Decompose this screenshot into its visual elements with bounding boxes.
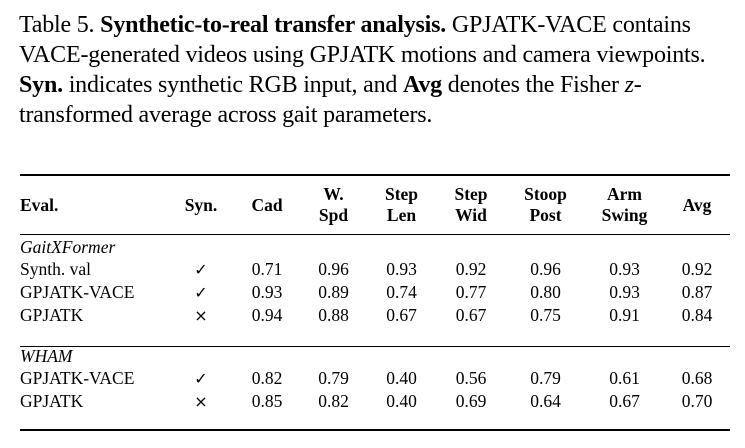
table-row: Synth. val ✓ 0.71 0.96 0.93 0.92 0.96 0.… — [20, 258, 730, 281]
cell-cad: 0.71 — [251, 259, 283, 279]
header-stoop-line1: Stoop — [524, 184, 567, 204]
spacer-cell — [20, 327, 730, 343]
header-stepwid-line2: Wid — [455, 205, 487, 225]
table-group-separator — [20, 346, 730, 347]
header-walking-speed: W. Spd — [300, 176, 367, 234]
cell-steplen: 0.40 — [386, 368, 417, 388]
table-header-rule — [20, 234, 730, 235]
cell-eval: GPJATK-VACE — [20, 282, 135, 302]
caption-text-2: indicates synthetic RGB input, and — [68, 72, 398, 98]
cell-arm: 0.61 — [609, 368, 640, 388]
header-wspd-line2: Spd — [318, 205, 349, 225]
cell-steplen: 0.67 — [386, 305, 417, 325]
cell-stepwid: 0.56 — [455, 368, 487, 388]
header-arm-swing: Arm Swing — [585, 176, 664, 234]
cell-eval: Synth. val — [20, 259, 91, 279]
check-mark-icon: ✓ — [194, 260, 208, 279]
results-table: Eval. Syn. Cad W. Spd Step Len Step Wid Sto… — [20, 176, 730, 413]
caption-avg-term: Avg — [403, 72, 442, 98]
cell-cad: 0.93 — [251, 282, 283, 302]
cell-stepwid: 0.77 — [455, 282, 487, 302]
cell-cad: 0.82 — [251, 368, 283, 388]
cell-avg: 0.87 — [681, 282, 713, 302]
cell-wspd: 0.79 — [318, 368, 349, 388]
table-row: GPJATK × 0.94 0.88 0.67 0.67 0.75 0.91 0… — [20, 304, 730, 327]
cell-arm: 0.91 — [609, 305, 640, 325]
group-spacer — [20, 327, 730, 343]
cell-stepwid: 0.92 — [455, 259, 487, 279]
header-stepwid-line1: Step — [454, 184, 488, 204]
cell-wspd: 0.82 — [318, 391, 349, 411]
check-mark-icon: ✓ — [194, 283, 208, 302]
cell-stepwid: 0.69 — [455, 391, 487, 411]
table-row: GPJATK × 0.85 0.82 0.40 0.69 0.64 0.67 0… — [20, 390, 730, 413]
cell-stoop: 0.64 — [530, 391, 561, 411]
header-step-length: Step Len — [367, 176, 436, 234]
header-arm-line2: Swing — [601, 205, 648, 225]
cell-arm: 0.93 — [609, 282, 640, 302]
caption-text-3: denotes the Fisher — [447, 72, 619, 98]
table-row: GPJATK-VACE ✓ 0.93 0.89 0.74 0.77 0.80 0… — [20, 281, 730, 304]
header-steplen-line2: Len — [386, 205, 417, 225]
cell-avg: 0.92 — [681, 259, 713, 279]
cell-wspd: 0.96 — [318, 259, 349, 279]
cell-steplen: 0.40 — [386, 391, 417, 411]
group-label-gaitxformer: GaitXFormer — [20, 237, 116, 257]
cell-cad: 0.85 — [251, 391, 283, 411]
header-stoop-posture: Stoop Post — [506, 176, 585, 234]
cell-stoop: 0.79 — [530, 368, 561, 388]
cell-stepwid: 0.67 — [455, 305, 487, 325]
table-bottom-rule — [20, 429, 730, 431]
table-caption: Table 5. Synthetic-to-real transfer anal… — [19, 10, 731, 130]
cell-steplen: 0.74 — [386, 282, 417, 302]
cell-arm: 0.93 — [609, 259, 640, 279]
cell-eval: GPJATK — [20, 391, 84, 411]
header-stoop-line2: Post — [529, 205, 562, 225]
caption-syn-term: Syn. — [19, 72, 63, 98]
caption-z-symbol: z — [624, 72, 634, 98]
caption-title: Synthetic-to-real transfer analysis. — [100, 12, 447, 38]
cell-avg: 0.70 — [681, 391, 713, 411]
group-row-wham: WHAM — [20, 343, 730, 367]
caption-text-1: GPJATK-VACE contains VACE-generated vide… — [19, 12, 706, 68]
cell-arm: 0.67 — [609, 391, 640, 411]
cell-avg: 0.68 — [681, 368, 713, 388]
header-step-width: Step Wid — [436, 176, 506, 234]
cell-stoop: 0.96 — [530, 259, 561, 279]
cell-wspd: 0.88 — [318, 305, 349, 325]
cell-stoop: 0.75 — [530, 305, 561, 325]
header-row: Eval. Syn. Cad W. Spd Step Len Step Wid Sto… — [20, 176, 730, 234]
check-mark-icon: ✓ — [194, 369, 208, 388]
header-avg: Avg — [682, 194, 712, 215]
group-row-gaitxformer: GaitXFormer — [20, 234, 730, 258]
group-label-wham: WHAM — [20, 346, 73, 366]
cell-eval: GPJATK-VACE — [20, 368, 135, 388]
cell-stoop: 0.80 — [530, 282, 561, 302]
header-cad: Cad — [251, 194, 283, 215]
header-eval: Eval. — [20, 194, 59, 215]
header-wspd-line1: W. — [323, 184, 344, 204]
caption-text-4: -transformed average across gait paramet… — [19, 72, 642, 128]
table-row: GPJATK-VACE ✓ 0.82 0.79 0.40 0.56 0.79 0… — [20, 367, 730, 390]
cell-cad: 0.94 — [251, 305, 283, 325]
table-top-rule — [20, 174, 730, 176]
cell-eval: GPJATK — [20, 305, 84, 325]
header-steplen-line1: Step — [384, 184, 419, 204]
caption-prefix: Table 5. — [19, 12, 95, 38]
cell-steplen: 0.93 — [386, 259, 417, 279]
header-arm-line1: Arm — [607, 184, 642, 204]
cell-avg: 0.84 — [681, 305, 713, 325]
cell-wspd: 0.89 — [318, 282, 349, 302]
header-syn: Syn. — [184, 194, 218, 215]
cross-mark-icon: × — [194, 392, 208, 411]
cross-mark-icon: × — [194, 306, 208, 325]
